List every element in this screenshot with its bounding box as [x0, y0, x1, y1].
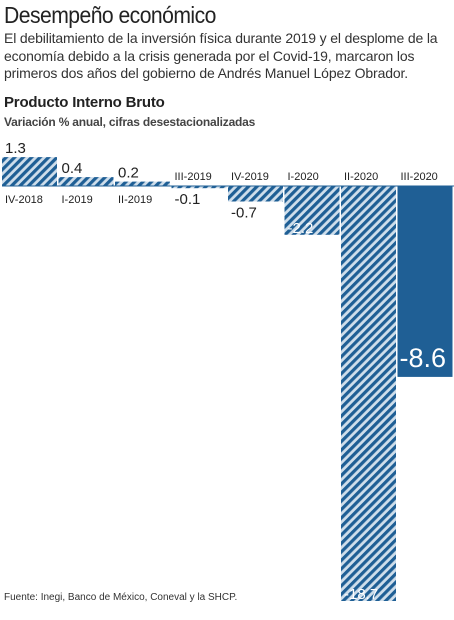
chart-subtitle: Variación % anual, cifras desestacionali…: [4, 115, 256, 129]
bar-ii-2020: [341, 186, 396, 601]
bar-iv-2019: [228, 186, 283, 202]
category-label-i-2020: I-2020: [288, 171, 319, 183]
value-label-ii-2020: -18.7: [344, 586, 378, 603]
category-label-i-2019: I-2019: [62, 194, 93, 206]
bar-iii-2019: [171, 186, 227, 189]
value-label-iv-2019: -0.7: [231, 205, 257, 222]
labels-layer: IV-2018 1.3 I-2019 0.4 II-2019 0.2 III-2019 -0.…: [5, 140, 446, 603]
bar-ii-2019: [115, 181, 170, 186]
category-label-iii-2019: III-2019: [175, 171, 212, 183]
value-label-i-2019: 0.4: [62, 160, 83, 177]
category-label-iv-2019: IV-2019: [231, 171, 269, 183]
category-label-iv-2018: IV-2018: [5, 194, 43, 206]
value-label-iii-2019: -0.1: [175, 191, 201, 208]
headline: Desempeño económico: [4, 2, 216, 28]
value-label-i-2020: -2.2: [288, 220, 314, 237]
source-note: Fuente: Inegi, Banco de México, Coneval …: [4, 592, 238, 603]
bar-i-2020: [284, 186, 340, 235]
bar-iv-2018: [2, 157, 57, 186]
chart-title: Producto Interno Bruto: [4, 94, 165, 111]
bars-layer: [2, 157, 454, 601]
value-label-iii-2020: -8.6: [400, 343, 447, 373]
bar-i-2019: [58, 177, 114, 186]
bar-iii-2020: [397, 186, 453, 377]
category-label-iii-2020: III-2020: [401, 171, 438, 183]
category-label-ii-2020: II-2020: [344, 171, 378, 183]
value-label-iv-2018: 1.3: [5, 140, 26, 157]
deck-text: El debilitamiento de la inversión física…: [4, 30, 438, 81]
value-label-ii-2019: 0.2: [118, 165, 139, 182]
category-label-ii-2019: II-2019: [118, 194, 152, 206]
